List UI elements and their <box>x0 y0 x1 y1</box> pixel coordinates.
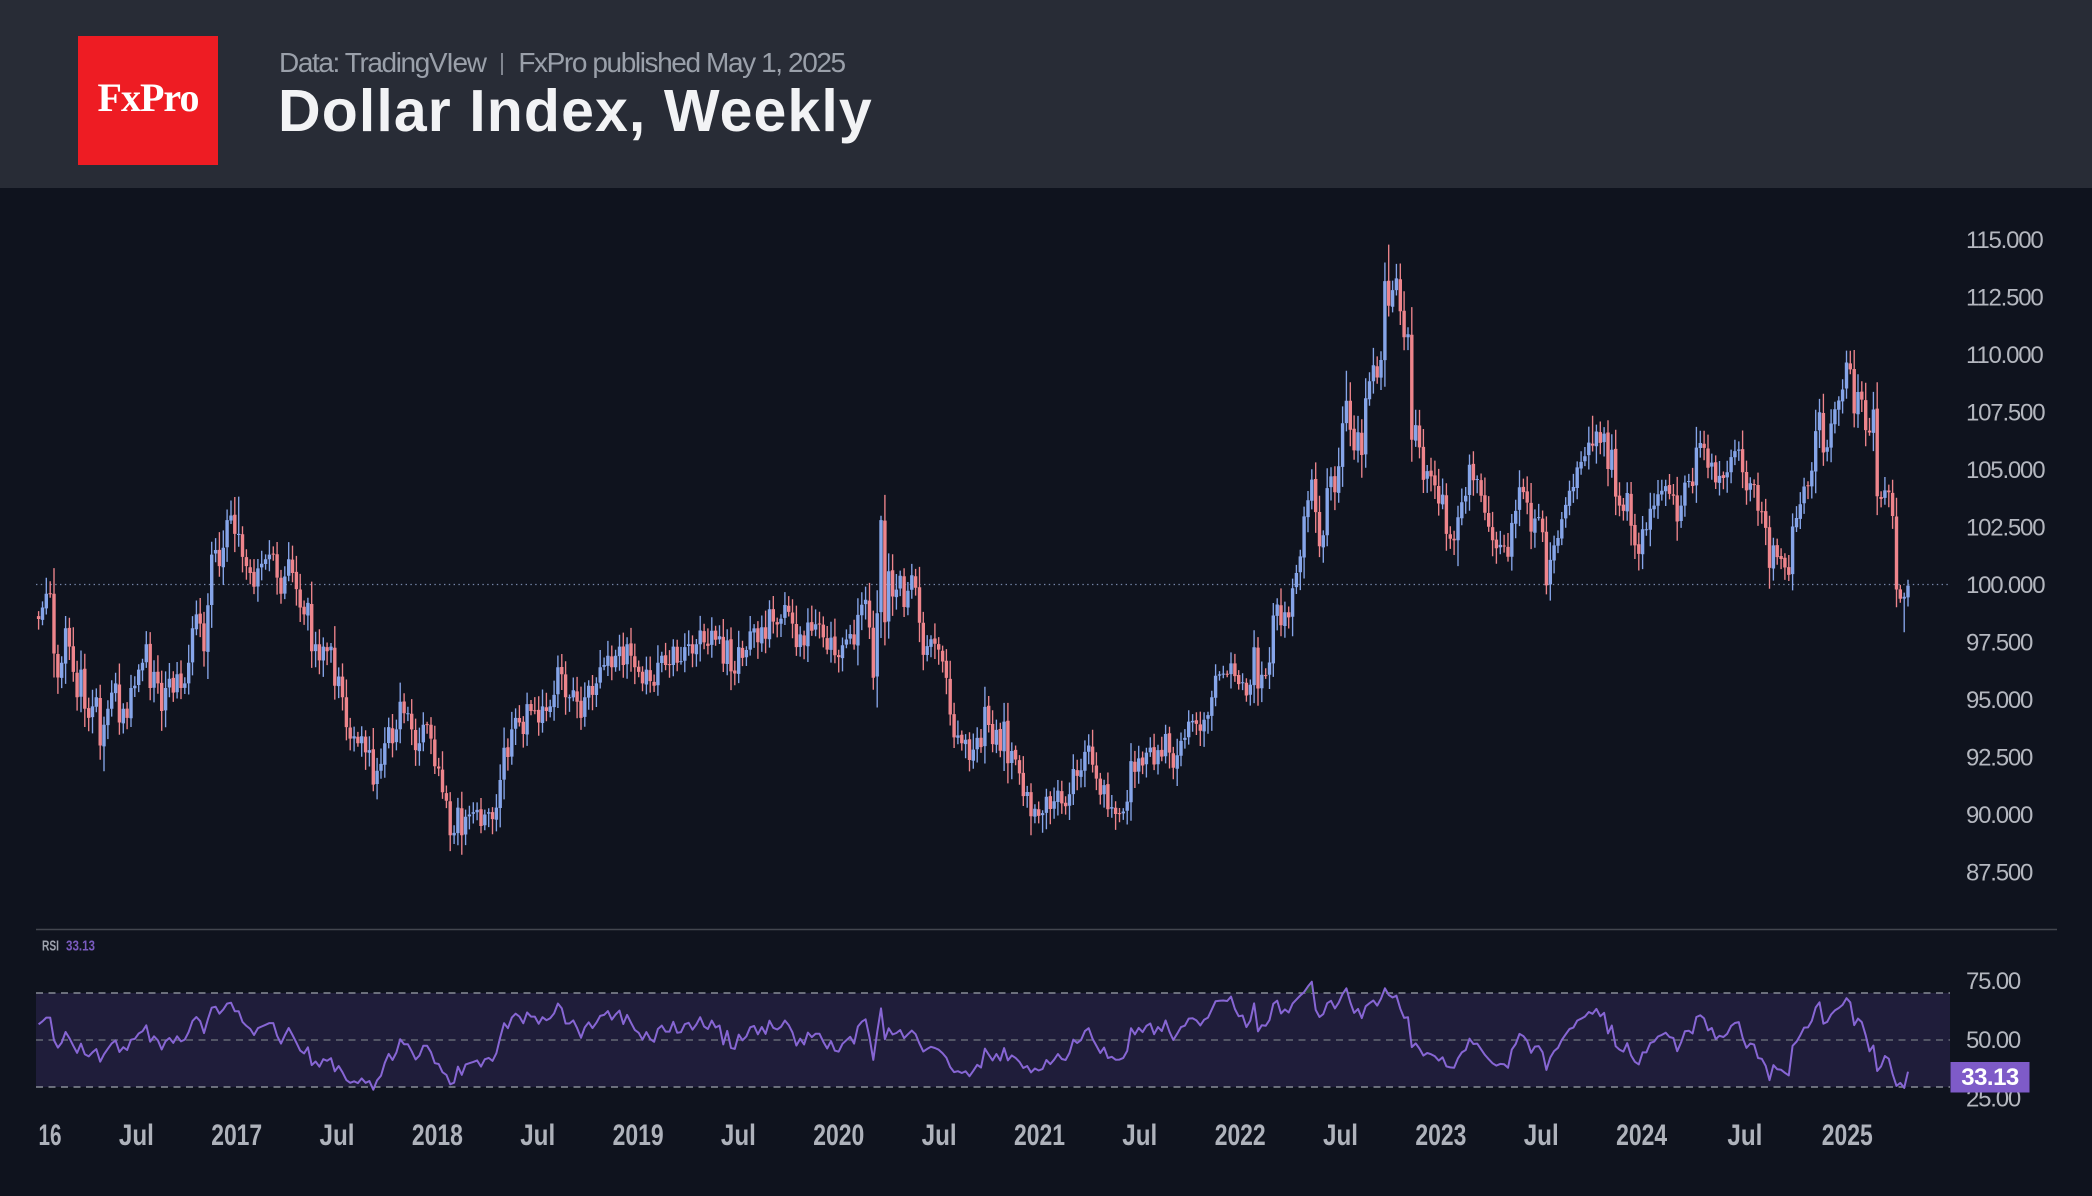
svg-text:2025: 2025 <box>1822 1119 1873 1152</box>
svg-text:Jul: Jul <box>1323 1119 1358 1152</box>
svg-text:50.00: 50.00 <box>1966 1027 2021 1054</box>
svg-text:112.500: 112.500 <box>1966 285 2043 312</box>
svg-text:102.500: 102.500 <box>1966 515 2045 542</box>
svg-text:Jul: Jul <box>320 1119 355 1152</box>
svg-text:33.13: 33.13 <box>66 938 95 955</box>
svg-text:105.000: 105.000 <box>1966 457 2045 484</box>
svg-text:100.000: 100.000 <box>1966 572 2045 599</box>
svg-text:90.000: 90.000 <box>1966 802 2033 829</box>
svg-text:Jul: Jul <box>520 1119 555 1152</box>
svg-text:75.00: 75.00 <box>1966 968 2021 995</box>
svg-text:110.000: 110.000 <box>1966 342 2043 369</box>
svg-text:87.500: 87.500 <box>1966 860 2033 887</box>
svg-text:95.000: 95.000 <box>1966 687 2033 714</box>
svg-text:2020: 2020 <box>813 1119 864 1152</box>
svg-text:2024: 2024 <box>1616 1119 1667 1152</box>
svg-text:2019: 2019 <box>613 1119 664 1152</box>
svg-text:115.000: 115.000 <box>1966 227 2043 254</box>
svg-text:Jul: Jul <box>1727 1119 1762 1152</box>
svg-text:Jul: Jul <box>721 1119 756 1152</box>
svg-text:97.500: 97.500 <box>1966 630 2033 657</box>
svg-text:Jul: Jul <box>1122 1119 1157 1152</box>
svg-text:Jul: Jul <box>1524 1119 1559 1152</box>
svg-text:2018: 2018 <box>412 1119 463 1152</box>
svg-text:2017: 2017 <box>211 1119 262 1152</box>
svg-text:Jul: Jul <box>922 1119 957 1152</box>
svg-text:2022: 2022 <box>1215 1119 1266 1152</box>
svg-text:33.13: 33.13 <box>1961 1064 2019 1091</box>
svg-text:RSI: RSI <box>42 938 59 955</box>
svg-text:107.500: 107.500 <box>1966 400 2045 427</box>
svg-text:2023: 2023 <box>1415 1119 1466 1152</box>
svg-text:16: 16 <box>39 1119 62 1152</box>
svg-text:92.500: 92.500 <box>1966 745 2033 772</box>
svg-text:2021: 2021 <box>1014 1119 1065 1152</box>
svg-text:Jul: Jul <box>119 1119 154 1152</box>
